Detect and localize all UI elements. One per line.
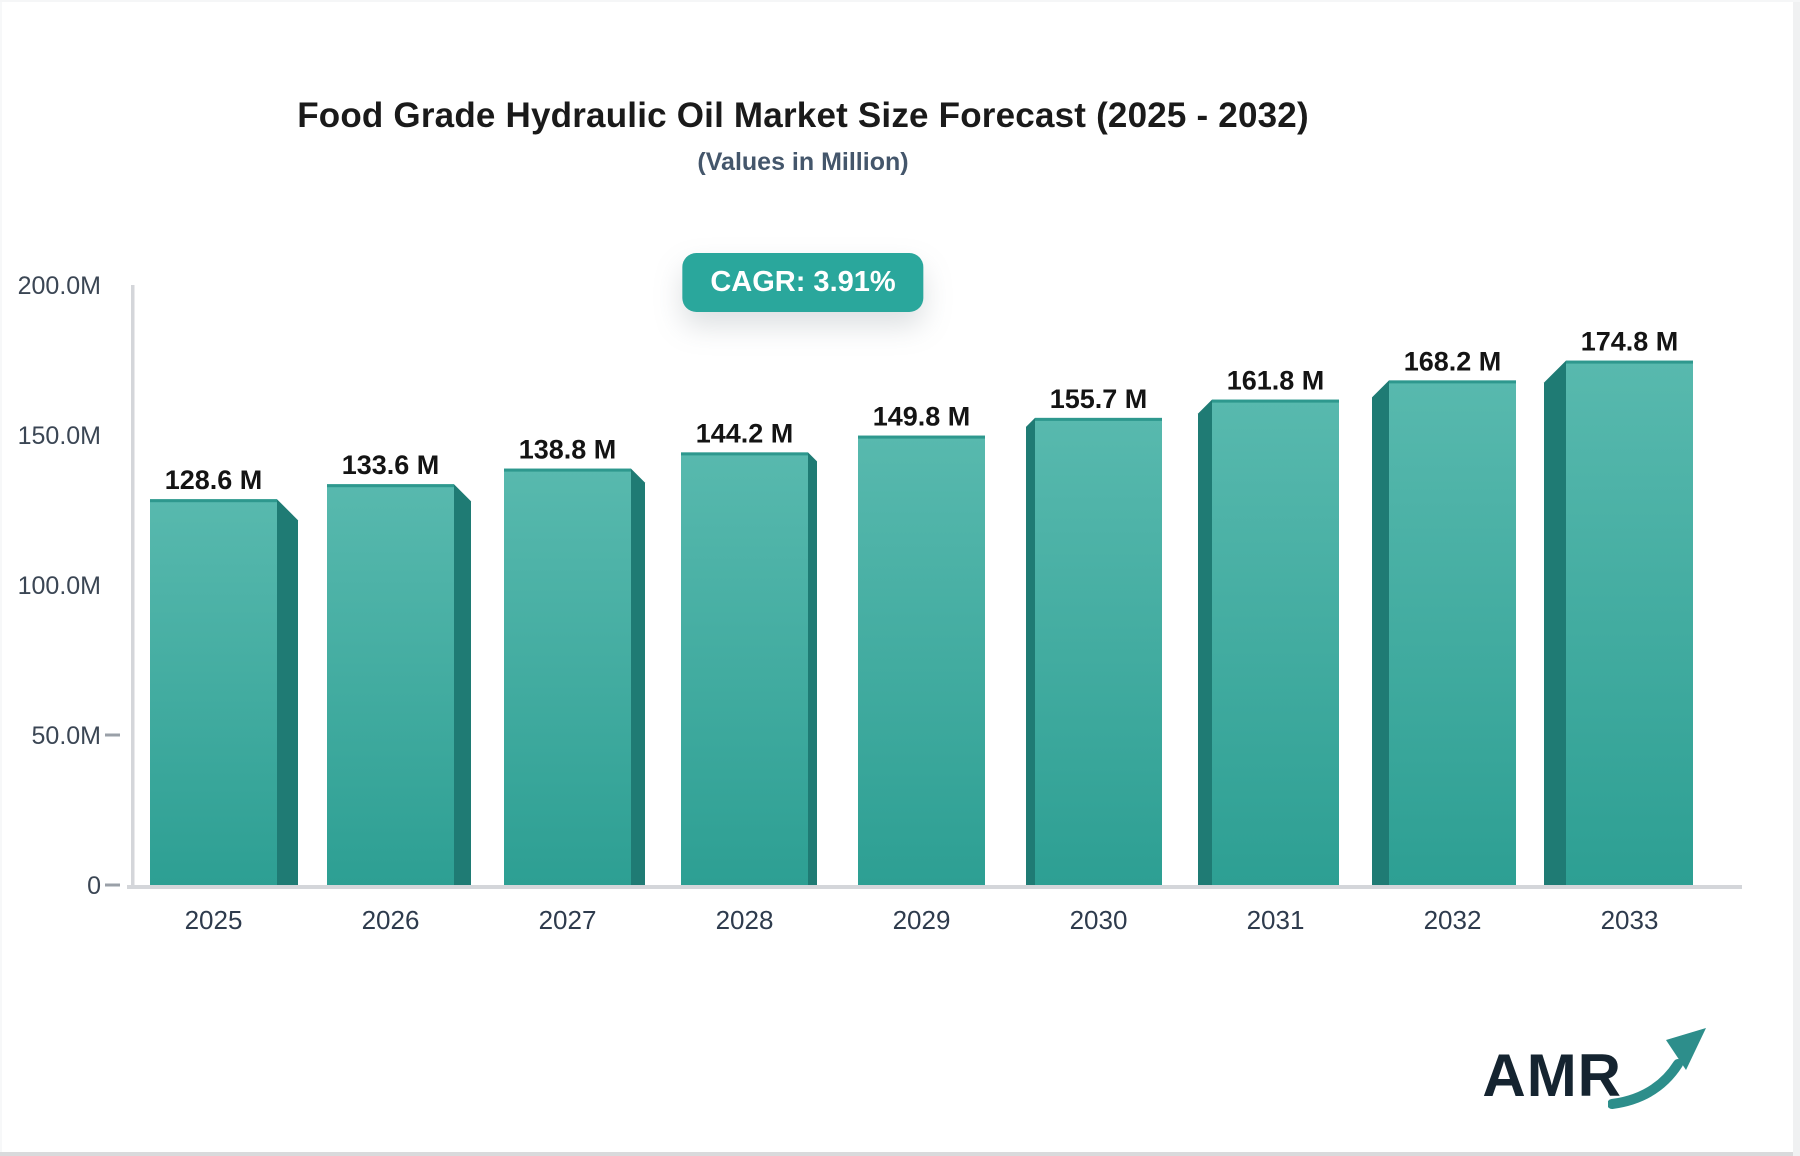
bar-side-face [1372,380,1389,885]
bar-value-label: 144.2 M [696,418,794,448]
bar-front-face [1212,399,1339,885]
bar-top-edge [1389,380,1516,384]
y-axis-label: 200.0M [18,272,101,300]
bar-front-face [1566,360,1693,886]
bar-2033: 174.8 M 2033 [1544,327,1693,935]
bar-2031: 161.8 M 2031 [1198,366,1339,935]
chart-subtitle: (Values in Million) [697,148,909,176]
bar-front-face [504,468,631,885]
bar-top-edge [1566,360,1693,364]
bar-front-face [327,484,454,885]
y-axis-label: 150.0M [18,422,101,450]
bar-front-face [1035,417,1162,885]
bar-2029: 149.8 M 2029 [858,402,985,935]
x-axis-line [127,885,1742,889]
bar-value-label: 168.2 M [1404,346,1502,376]
bar-top-edge [681,452,808,456]
x-axis-label: 2027 [539,905,597,935]
bar-top-edge [858,435,985,439]
y-axis-line [131,285,135,889]
bar-top-edge [1212,399,1339,403]
bar-2030: 155.7 M 2030 [1026,384,1162,935]
bar-value-label: 138.8 M [519,435,617,465]
bar-front-face [1389,380,1516,885]
bar-top-edge [1035,417,1162,421]
bar-side-face [1198,399,1212,885]
bar-value-label: 133.6 M [342,450,440,480]
bar-value-label: 149.8 M [873,402,971,432]
x-axis-label: 2032 [1424,905,1482,935]
bar-value-label: 128.6 M [165,465,263,495]
bar-front-face [858,435,985,885]
bar-value-label: 161.8 M [1227,366,1325,396]
bar-value-label: 174.8 M [1581,327,1679,357]
amr-logo-text: AMR [1482,1042,1622,1109]
cagr-badge: CAGR: 3.91% [682,253,924,312]
y-axis-label: 0 [87,872,101,900]
bar-front-face [150,499,277,885]
x-axis-label: 2028 [716,905,774,935]
bar-side-face [808,452,817,885]
chart-title: Food Grade Hydraulic Oil Market Size For… [297,96,1309,135]
bar-side-face [1544,360,1566,886]
bar-2028: 144.2 M 2028 [681,418,817,935]
x-axis-label: 2029 [893,905,951,935]
bar-side-face [277,499,298,885]
x-axis-label: 2030 [1070,905,1128,935]
x-axis-label: 2033 [1601,905,1659,935]
bar-value-label: 155.7 M [1050,384,1148,414]
bar-2032: 168.2 M 2032 [1372,346,1516,935]
y-axis-label: 50.0M [32,722,101,750]
bar-side-face [1026,417,1035,885]
bar-2025: 128.6 M 2025 [150,465,298,935]
y-axis-label: 100.0M [18,572,101,600]
bar-top-edge [504,468,631,472]
y-axis-tick [105,883,120,887]
bar-top-edge [327,484,454,488]
bar-2027: 138.8 M 2027 [504,435,645,935]
x-axis-label: 2025 [185,905,243,935]
growth-arrow-icon [1608,1028,1706,1109]
amr-logo: AMR [1482,1020,1712,1109]
bar-2026: 133.6 M 2026 [327,450,471,935]
x-axis-label: 2026 [362,905,420,935]
bar-top-edge [150,499,277,503]
x-axis-label: 2031 [1247,905,1305,935]
bar-side-face [454,484,471,885]
bar-front-face [681,452,808,885]
y-axis-tick [105,733,120,737]
bar-side-face [631,468,645,885]
